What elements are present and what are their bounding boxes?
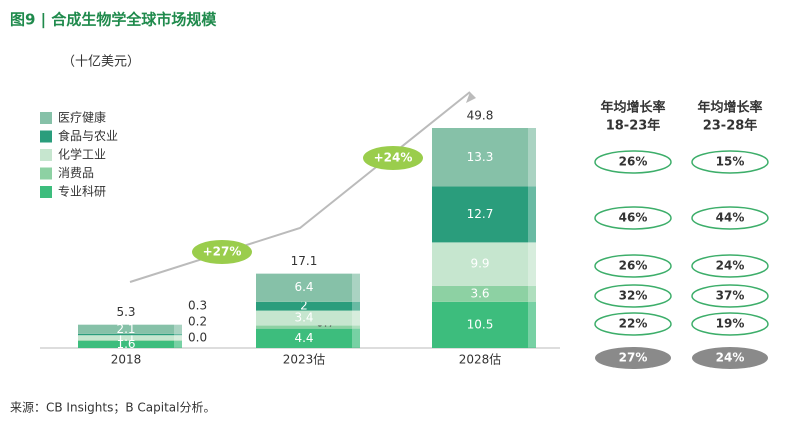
growth-badge	[363, 146, 423, 170]
rate-value: 26%	[619, 259, 648, 273]
bar-segment	[78, 324, 174, 334]
bar-side	[528, 285, 536, 302]
bar-segment	[256, 325, 352, 329]
legend-label: 专业科研	[58, 184, 106, 199]
rate-badge	[691, 206, 769, 230]
value-label: 2	[300, 299, 308, 313]
value-label: 13.3	[467, 150, 494, 164]
rate-value: 24%	[716, 259, 745, 273]
total-label: 49.8	[467, 109, 494, 123]
rate-badge	[691, 312, 769, 336]
bar-segment	[78, 340, 174, 348]
rate-badge	[691, 284, 769, 308]
value-label: 9.9	[470, 257, 489, 271]
value-label: 0.3	[188, 299, 207, 313]
value-label: 3.4	[294, 311, 313, 325]
rate-badge	[691, 150, 769, 174]
extra-label: 0.0	[188, 331, 207, 345]
rate-badge	[594, 312, 672, 336]
growth-badge	[192, 240, 252, 264]
rate-value: 46%	[619, 211, 648, 225]
bar-side	[528, 242, 536, 286]
bar-side	[174, 324, 182, 334]
rate-badge	[691, 254, 769, 278]
rate-value: 15%	[716, 155, 745, 169]
bar-side	[352, 273, 360, 302]
legend-label: 医疗健康	[58, 110, 106, 125]
bar-segment	[78, 335, 174, 341]
rate-value: 32%	[619, 289, 648, 303]
arrow-head	[466, 92, 476, 103]
bar-segment	[78, 333, 174, 336]
unit-label: （十亿美元）	[62, 55, 140, 70]
legend-swatch	[40, 112, 52, 124]
x-tick-label: 2023估	[283, 353, 326, 367]
bar-segment	[432, 301, 528, 348]
rate-value: 26%	[619, 155, 648, 169]
total-rate-badge	[692, 347, 768, 369]
value-label: 4.4	[294, 331, 313, 345]
total-label: 17.1	[291, 254, 318, 268]
total-rate-badge	[595, 347, 671, 369]
bar-side	[528, 301, 536, 348]
bar-side	[174, 335, 182, 341]
bar-segment	[256, 310, 352, 326]
bar-segment	[432, 285, 528, 302]
bar-segment	[256, 301, 352, 311]
bar-segment	[432, 186, 528, 243]
bar-side	[352, 310, 360, 326]
value-label: 0.2	[188, 315, 207, 329]
bar-side	[352, 325, 360, 329]
bar-segment	[256, 328, 352, 348]
x-tick-label: 2028估	[459, 353, 502, 367]
bar-side	[174, 333, 182, 336]
bar-segment	[432, 242, 528, 286]
source: 来源：CB Insights；B Capital分析。	[10, 401, 215, 415]
rate-value: 19%	[716, 317, 745, 331]
table-header: 年均增长率	[697, 100, 762, 116]
bar-side	[528, 128, 536, 187]
legend-swatch	[40, 149, 52, 161]
x-tick-label: 2018	[111, 353, 142, 367]
legend-swatch	[40, 130, 52, 143]
rate-value: 37%	[716, 289, 745, 303]
legend-label: 化学工业	[58, 147, 106, 162]
value-label: 10.5	[467, 317, 494, 331]
rate-badge	[594, 206, 672, 230]
rate-badge	[594, 254, 672, 278]
table-header: 年均增长率	[600, 100, 665, 116]
value-label: 12.7	[467, 207, 494, 221]
bar-side	[174, 340, 182, 348]
rate-value: 22%	[619, 317, 648, 331]
value-label: 3.6	[470, 286, 489, 300]
legend-swatch	[40, 186, 52, 198]
total-rate-value: 27%	[619, 351, 648, 365]
bar-side	[174, 340, 182, 341]
value-label: 6.4	[294, 280, 313, 294]
growth-label: +27%	[203, 245, 242, 259]
bar-segment	[256, 273, 352, 302]
bar-side	[352, 328, 360, 348]
bar-segment	[432, 128, 528, 187]
bar-side	[528, 186, 536, 243]
table-header: 23-28年	[703, 118, 758, 134]
rate-badge	[594, 150, 672, 174]
trend-arrow	[129, 91, 471, 283]
total-label: 5.3	[116, 305, 135, 319]
total-rate-value: 24%	[716, 351, 745, 365]
rate-value: 44%	[716, 211, 745, 225]
growth-label: +24%	[374, 151, 413, 165]
legend-label: 食品与农业	[58, 128, 118, 143]
legend-swatch	[40, 167, 52, 180]
bar-side	[352, 301, 360, 311]
table-header: 18-23年	[606, 118, 661, 134]
legend-label: 消费品	[58, 166, 94, 180]
bar-segment	[78, 340, 174, 341]
value-label: 2.1	[116, 322, 135, 336]
rate-badge	[594, 284, 672, 308]
chart-title: 图9 | 合成生物学全球市场规模	[10, 11, 217, 30]
